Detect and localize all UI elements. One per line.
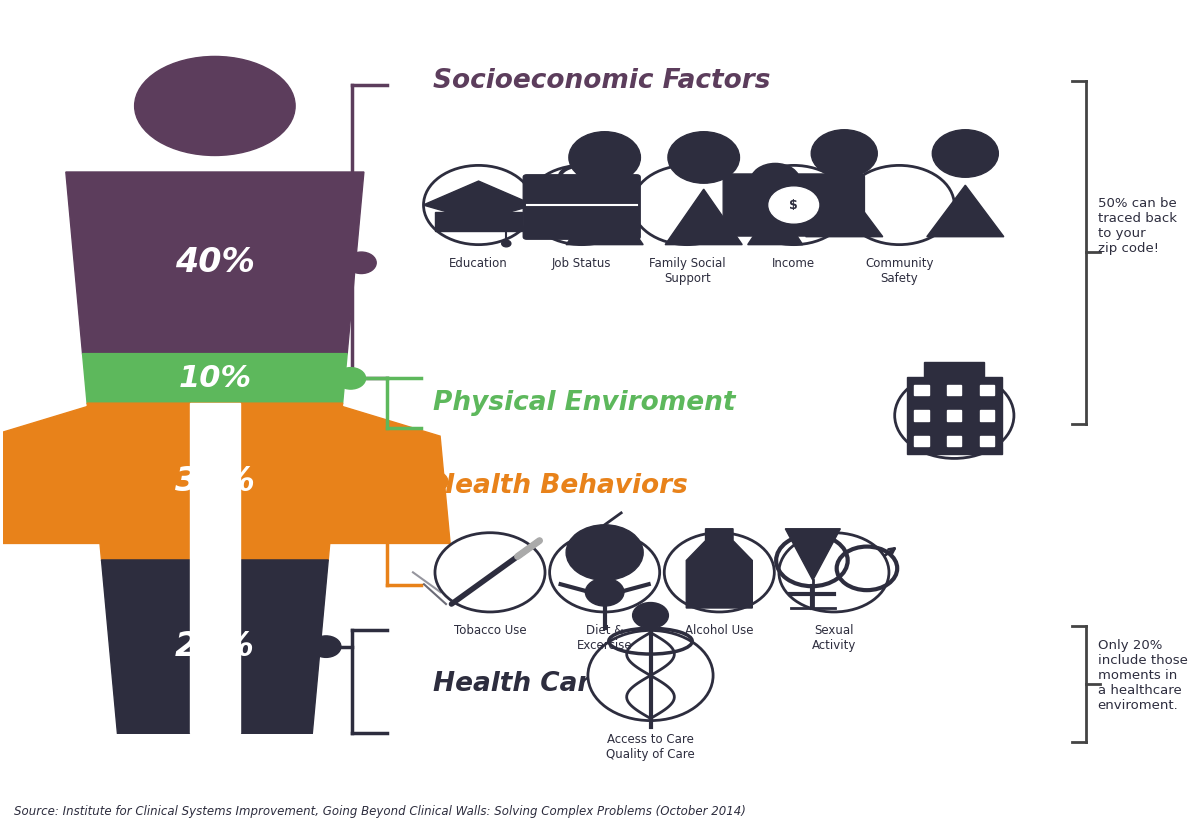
Polygon shape [686,529,752,608]
Circle shape [311,636,341,657]
Text: Only 20%
include those
moments in
a healthcare
enviroment.: Only 20% include those moments in a heal… [1098,639,1188,712]
Circle shape [566,525,643,580]
Text: 40%: 40% [175,246,254,279]
Circle shape [750,164,800,199]
Polygon shape [102,560,329,733]
Bar [907,377,1002,454]
Polygon shape [424,181,534,221]
Polygon shape [88,403,343,560]
FancyBboxPatch shape [724,174,864,236]
Circle shape [845,165,954,244]
Circle shape [632,165,743,244]
Text: Source: Institute for Clinical Systems Improvement, Going Beyond Clinical Walls:: Source: Institute for Clinical Systems I… [14,805,746,819]
Polygon shape [926,185,1004,237]
Text: Family Social
Support: Family Social Support [649,257,726,285]
Circle shape [502,240,511,247]
Circle shape [632,602,668,628]
Bar [947,411,961,420]
Bar [434,212,522,231]
Text: 20%: 20% [175,630,254,663]
Circle shape [424,165,534,244]
Text: $: $ [790,199,798,212]
Bar [947,385,961,395]
Bar [980,436,995,446]
Bar [980,411,995,420]
Circle shape [586,578,624,606]
Text: Education: Education [449,257,508,270]
Circle shape [347,252,376,273]
Bar [914,411,929,420]
Circle shape [665,533,774,612]
Circle shape [418,471,448,492]
Bar [947,436,961,446]
Polygon shape [307,403,450,543]
Circle shape [739,165,848,244]
Circle shape [769,187,818,223]
Bar [980,385,995,395]
Text: Access to Care
Quality of Care: Access to Care Quality of Care [606,733,695,761]
Polygon shape [785,529,840,580]
Text: Health Behaviors: Health Behaviors [433,473,688,499]
Circle shape [932,130,998,177]
Text: Alcohol Use: Alcohol Use [685,624,754,637]
Circle shape [434,533,545,612]
Polygon shape [0,403,122,543]
Circle shape [588,631,713,720]
Circle shape [527,165,637,244]
Bar [190,403,240,733]
Circle shape [336,367,366,389]
Ellipse shape [134,57,295,155]
Circle shape [895,372,1014,459]
Text: Community
Safety: Community Safety [865,257,934,285]
Polygon shape [66,172,364,354]
Text: Socioeconomic Factors: Socioeconomic Factors [433,68,770,94]
Text: Income: Income [773,257,815,270]
Text: Physical Enviroment: Physical Enviroment [433,390,736,416]
Polygon shape [566,189,643,244]
Bar [914,436,929,446]
Circle shape [811,130,877,177]
Text: 30%: 30% [175,465,254,498]
Circle shape [550,533,660,612]
Text: 50% can be
traced back
to your
zip code!: 50% can be traced back to your zip code! [1098,197,1177,254]
Text: Tobacco Use: Tobacco Use [454,624,527,637]
Polygon shape [83,354,347,403]
Circle shape [569,131,641,183]
Polygon shape [805,185,883,237]
Bar [924,361,984,377]
Text: Diet &
Excercise: Diet & Excercise [577,624,632,652]
Text: Sexual
Activity: Sexual Activity [811,624,856,652]
Circle shape [779,533,889,612]
Polygon shape [665,189,743,244]
Bar [914,385,929,395]
FancyBboxPatch shape [523,175,640,239]
Circle shape [668,131,739,183]
Text: 10%: 10% [179,364,251,393]
Polygon shape [748,203,803,244]
Text: Health Care: Health Care [433,671,608,696]
Text: Job Status: Job Status [552,257,612,270]
